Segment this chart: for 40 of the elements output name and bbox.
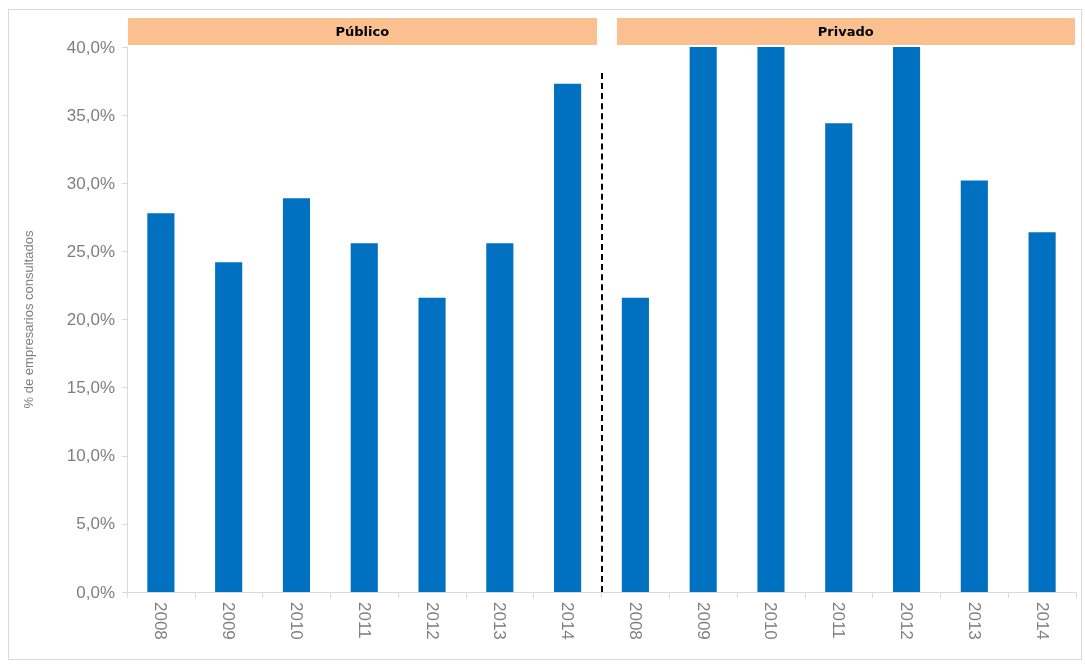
bar [689, 47, 717, 592]
x-tick-label: 2014 [558, 602, 578, 640]
x-tick-label: 2008 [625, 602, 645, 640]
y-tick-label: 10,0% [66, 446, 115, 466]
bar [215, 262, 243, 592]
y-tick-label: 25,0% [66, 241, 115, 261]
group-header: Privado [616, 18, 1075, 45]
x-tick-label: 2008 [151, 602, 171, 640]
y-axis-title: % de empresarios consultados [21, 230, 36, 409]
x-tick-label: 2012 [897, 602, 917, 640]
x-tick-label: 2009 [219, 602, 239, 640]
x-tick-label: 2011 [354, 602, 374, 639]
y-tick-label: 15,0% [66, 378, 115, 398]
x-tick-label: 2010 [761, 602, 781, 640]
bar [350, 243, 378, 592]
y-tick-label: 5,0% [76, 514, 115, 534]
y-tick-label: 40,0% [66, 37, 115, 57]
y-tick-label: 30,0% [66, 173, 115, 193]
bar [892, 47, 921, 592]
y-tick-label: 35,0% [66, 105, 115, 125]
bar [147, 213, 175, 592]
bar [486, 243, 514, 592]
bar [554, 83, 582, 592]
bar [282, 198, 311, 592]
y-tick-label: 0,0% [76, 582, 115, 602]
y-tick-label: 20,0% [66, 310, 115, 329]
x-tick-label: 2013 [964, 602, 984, 640]
bar [757, 47, 785, 592]
x-tick-label: 2013 [490, 602, 510, 640]
bar [418, 297, 446, 592]
x-tick-label: 2010 [286, 602, 306, 640]
x-tick-label: 2012 [422, 602, 442, 640]
bar [825, 123, 853, 592]
bar [960, 180, 988, 592]
x-tick-label: 2011 [829, 602, 849, 639]
bar [1028, 232, 1056, 592]
group-header: Público [128, 18, 597, 45]
x-tick-label: 2009 [693, 602, 713, 640]
bar [621, 297, 649, 592]
x-tick-label: 2014 [1032, 602, 1052, 640]
